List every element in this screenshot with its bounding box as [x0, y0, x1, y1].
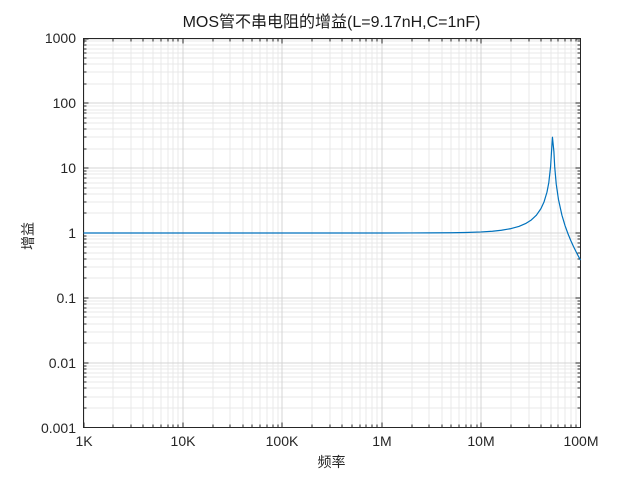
y-tick-labels: 1000 100 10 1 0.1 0.01 0.001 — [0, 31, 76, 435]
y-tick-label: 100 — [52, 95, 76, 111]
y-tick-label: 1 — [68, 225, 76, 241]
x-tick-label: 100M — [563, 433, 599, 449]
chart-title: MOS管不串电阻的增益(L=9.17nH,C=1nF) — [182, 14, 481, 31]
x-tick-label: 1K — [75, 433, 93, 449]
x-tick-label: 10M — [467, 433, 495, 449]
y-tick-label: 0.01 — [48, 355, 76, 371]
plot-area — [83, 38, 581, 428]
y-tick-label: 10 — [60, 160, 76, 176]
x-tick-label: 1M — [372, 433, 392, 449]
y-tick-label: 1000 — [44, 30, 76, 46]
y-tick-label: 0.1 — [56, 290, 76, 306]
x-tick-labels: 1K 10K 100K 1M 10M 100M — [75, 433, 598, 451]
x-axis-label: 频率 — [317, 454, 346, 470]
x-tick-label: 100K — [265, 433, 299, 449]
gain-curve — [83, 136, 581, 261]
x-tick-label: 10K — [170, 433, 196, 449]
y-tick-label: 0.001 — [40, 420, 76, 436]
